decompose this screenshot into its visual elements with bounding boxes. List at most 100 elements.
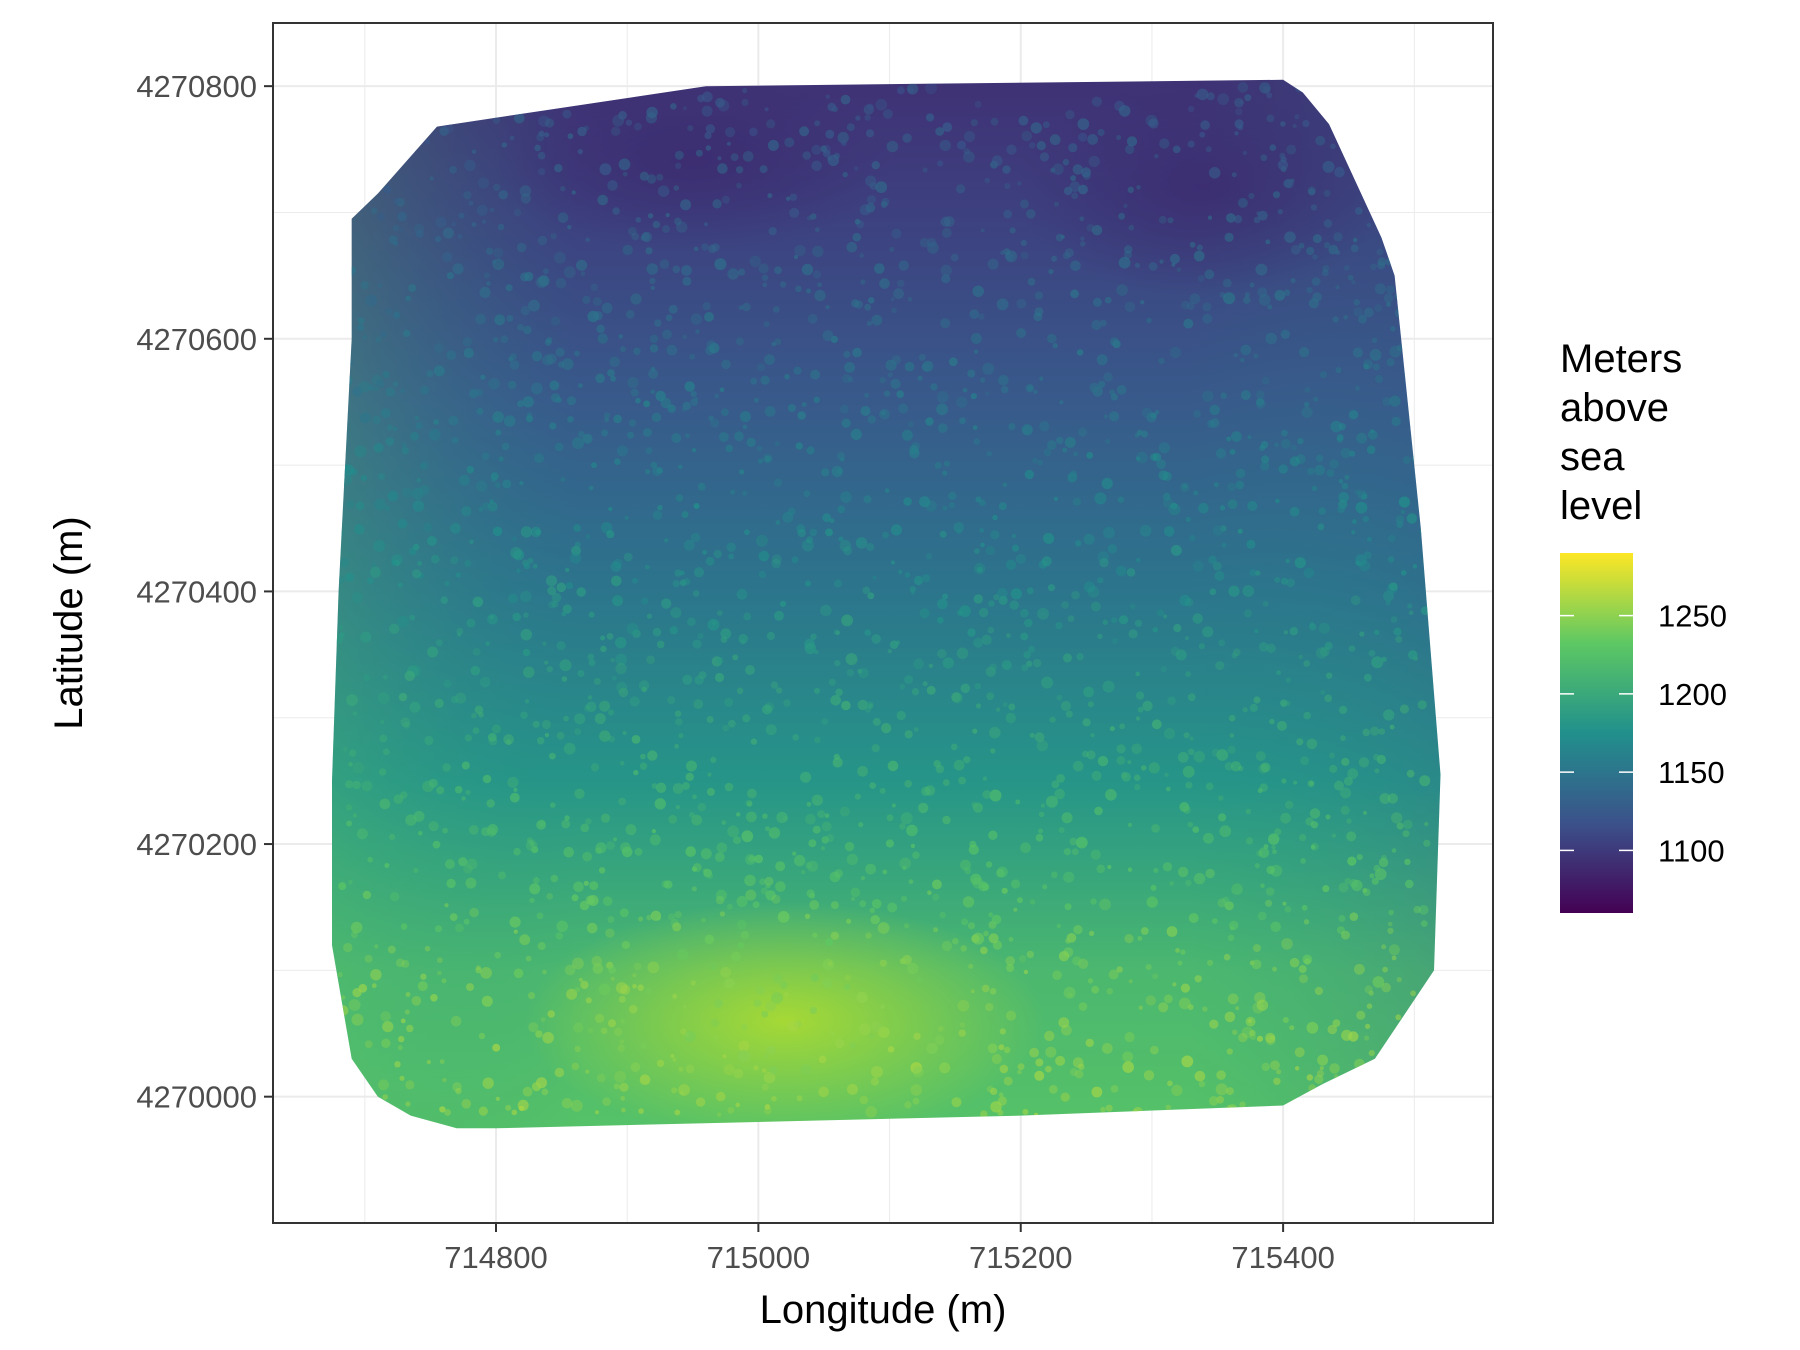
canopy-speckle: [1245, 1016, 1256, 1027]
canopy-speckle: [1029, 899, 1036, 905]
canopy-speckle: [626, 310, 635, 319]
canopy-speckle: [565, 567, 570, 573]
canopy-speckle: [667, 404, 677, 413]
canopy-speckle: [863, 104, 874, 115]
canopy-speckle: [1421, 103, 1429, 111]
canopy-speckle: [1408, 650, 1418, 660]
canopy-speckle: [913, 727, 919, 732]
canopy-speckle: [443, 123, 454, 134]
canopy-speckle: [764, 406, 776, 417]
canopy-speckle: [646, 613, 653, 619]
canopy-speckle: [1289, 506, 1300, 517]
canopy-speckle: [406, 1024, 414, 1033]
canopy-speckle: [392, 426, 398, 432]
canopy-speckle: [524, 699, 530, 704]
canopy-speckle: [1300, 756, 1309, 765]
canopy-speckle: [614, 1070, 627, 1083]
canopy-speckle: [766, 1045, 776, 1056]
canopy-speckle: [1177, 866, 1189, 878]
canopy-speckle: [1136, 691, 1145, 700]
canopy-speckle: [773, 973, 783, 984]
canopy-speckle: [1234, 131, 1239, 136]
canopy-speckle: [1281, 938, 1293, 950]
canopy-speckle: [454, 923, 464, 933]
canopy-speckle: [501, 96, 514, 108]
canopy-speckle: [736, 812, 741, 817]
canopy-speckle: [1343, 776, 1353, 786]
canopy-speckle: [1098, 380, 1106, 388]
canopy-speckle: [646, 106, 658, 119]
canopy-speckle: [1088, 930, 1095, 937]
canopy-speckle: [598, 983, 611, 996]
canopy-speckle: [1247, 500, 1258, 511]
canopy-speckle: [506, 314, 514, 322]
canopy-speckle: [1000, 385, 1009, 394]
canopy-speckle: [1253, 216, 1261, 224]
canopy-speckle: [1227, 993, 1239, 1005]
canopy-speckle: [533, 877, 540, 884]
canopy-speckle: [701, 243, 709, 251]
canopy-speckle: [871, 744, 880, 753]
canopy-speckle: [746, 811, 757, 823]
canopy-speckle: [1240, 344, 1252, 356]
canopy-speckle: [913, 1032, 921, 1041]
canopy-speckle: [890, 378, 901, 389]
canopy-speckle: [479, 676, 491, 688]
canopy-speckle: [768, 827, 781, 839]
canopy-speckle: [1233, 648, 1241, 657]
canopy-speckle: [1272, 849, 1277, 855]
canopy-speckle: [1124, 1032, 1135, 1043]
canopy-speckle: [1361, 493, 1368, 500]
canopy-speckle: [792, 851, 797, 856]
canopy-speckle: [1078, 1002, 1088, 1011]
canopy-speckle: [990, 748, 996, 754]
canopy-speckle: [1194, 975, 1202, 983]
canopy-speckle: [765, 1000, 776, 1012]
canopy-speckle: [1008, 703, 1016, 711]
canopy-speckle: [1350, 595, 1361, 606]
canopy-speckle: [387, 490, 399, 502]
canopy-speckle: [1016, 328, 1027, 338]
canopy-speckle: [1224, 1011, 1236, 1023]
canopy-speckle: [1107, 864, 1112, 870]
canopy-speckle: [1011, 533, 1016, 539]
canopy-speckle: [465, 789, 471, 795]
canopy-speckle: [674, 710, 682, 717]
canopy-speckle: [344, 358, 351, 366]
canopy-speckle: [821, 836, 829, 844]
canopy-speckle: [887, 372, 893, 378]
canopy-speckle: [825, 129, 835, 139]
canopy-speckle: [400, 147, 411, 159]
canopy-speckle: [742, 151, 754, 162]
canopy-speckle: [864, 114, 871, 121]
canopy-speckle: [1158, 357, 1165, 365]
canopy-speckle: [1338, 125, 1350, 137]
canopy-speckle: [1376, 248, 1384, 256]
canopy-speckle: [546, 575, 558, 587]
canopy-speckle: [1390, 128, 1396, 133]
canopy-speckle: [1283, 630, 1289, 635]
canopy-speckle: [374, 498, 386, 511]
canopy-speckle: [1126, 136, 1138, 147]
canopy-speckle: [606, 841, 616, 850]
canopy-speckle: [563, 266, 576, 279]
canopy-speckle: [487, 732, 497, 742]
canopy-speckle: [1306, 246, 1315, 256]
canopy-speckle: [571, 545, 581, 556]
canopy-speckle: [1024, 618, 1033, 628]
canopy-speckle: [555, 932, 564, 940]
canopy-speckle: [1055, 1055, 1066, 1066]
canopy-speckle: [1078, 132, 1088, 142]
canopy-speckle: [1385, 600, 1391, 606]
canopy-speckle: [989, 726, 1001, 739]
canopy-speckle: [1143, 1070, 1155, 1081]
canopy-speckle: [507, 776, 519, 788]
canopy-speckle: [379, 768, 387, 776]
canopy-speckle: [1306, 1074, 1314, 1081]
canopy-speckle: [999, 1064, 1009, 1074]
canopy-speckle: [362, 334, 368, 340]
canopy-speckle: [1038, 828, 1044, 834]
canopy-speckle: [458, 474, 470, 486]
canopy-speckle: [549, 752, 556, 760]
